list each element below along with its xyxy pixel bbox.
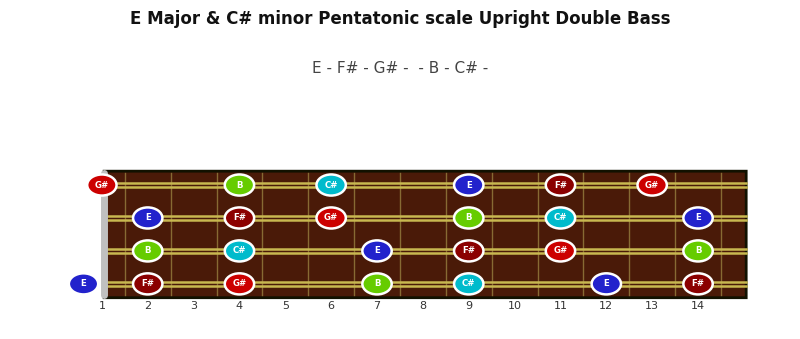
Text: G#: G#: [94, 181, 109, 190]
Circle shape: [225, 175, 254, 196]
Text: G#: G#: [645, 181, 659, 190]
Text: F#: F#: [462, 246, 475, 255]
Text: 7: 7: [374, 301, 381, 311]
Text: G#: G#: [554, 246, 567, 255]
Circle shape: [683, 240, 713, 261]
Text: B: B: [236, 181, 242, 190]
Text: F#: F#: [233, 214, 246, 222]
Circle shape: [87, 175, 117, 196]
Circle shape: [133, 240, 162, 261]
Text: 3: 3: [190, 301, 197, 311]
Circle shape: [592, 273, 621, 294]
Text: E: E: [145, 214, 150, 222]
Circle shape: [683, 273, 713, 294]
Text: B: B: [694, 246, 702, 255]
Text: C#: C#: [233, 246, 246, 255]
Text: 1: 1: [98, 301, 106, 311]
Circle shape: [454, 273, 483, 294]
Text: B: B: [466, 214, 472, 222]
Text: F#: F#: [691, 279, 705, 288]
Text: G#: G#: [324, 214, 338, 222]
Circle shape: [362, 240, 392, 261]
Text: E: E: [374, 246, 380, 255]
Text: 8: 8: [419, 301, 426, 311]
FancyBboxPatch shape: [104, 171, 746, 298]
Text: F#: F#: [142, 279, 154, 288]
Circle shape: [317, 207, 346, 228]
Text: E - F# - G# -  - B - C# -: E - F# - G# - - B - C# -: [312, 61, 488, 76]
Circle shape: [225, 240, 254, 261]
Circle shape: [317, 175, 346, 196]
Text: 5: 5: [282, 301, 289, 311]
Text: B: B: [374, 279, 380, 288]
Text: F#: F#: [554, 181, 567, 190]
Circle shape: [362, 273, 392, 294]
Circle shape: [546, 175, 575, 196]
Text: 10: 10: [507, 301, 522, 311]
Circle shape: [225, 207, 254, 228]
Text: C#: C#: [554, 214, 567, 222]
Circle shape: [454, 175, 483, 196]
Text: 11: 11: [554, 301, 567, 311]
Text: 6: 6: [328, 301, 334, 311]
Circle shape: [638, 175, 667, 196]
Text: E: E: [466, 181, 472, 190]
Text: E: E: [81, 279, 86, 288]
Text: 9: 9: [465, 301, 472, 311]
Text: G#: G#: [232, 279, 246, 288]
Text: 4: 4: [236, 301, 243, 311]
Text: 2: 2: [144, 301, 151, 311]
Circle shape: [225, 273, 254, 294]
Circle shape: [133, 273, 162, 294]
Circle shape: [546, 240, 575, 261]
Text: 14: 14: [691, 301, 705, 311]
Text: C#: C#: [462, 279, 475, 288]
Circle shape: [454, 207, 483, 228]
Text: B: B: [145, 246, 151, 255]
Text: 12: 12: [599, 301, 614, 311]
Text: 13: 13: [645, 301, 659, 311]
Text: E: E: [695, 214, 701, 222]
Text: C#: C#: [325, 181, 338, 190]
Circle shape: [69, 273, 98, 294]
Circle shape: [133, 207, 162, 228]
Circle shape: [683, 207, 713, 228]
Circle shape: [454, 240, 483, 261]
Circle shape: [546, 207, 575, 228]
Text: E Major & C# minor Pentatonic scale Upright Double Bass: E Major & C# minor Pentatonic scale Upri…: [130, 10, 670, 28]
Text: E: E: [603, 279, 609, 288]
